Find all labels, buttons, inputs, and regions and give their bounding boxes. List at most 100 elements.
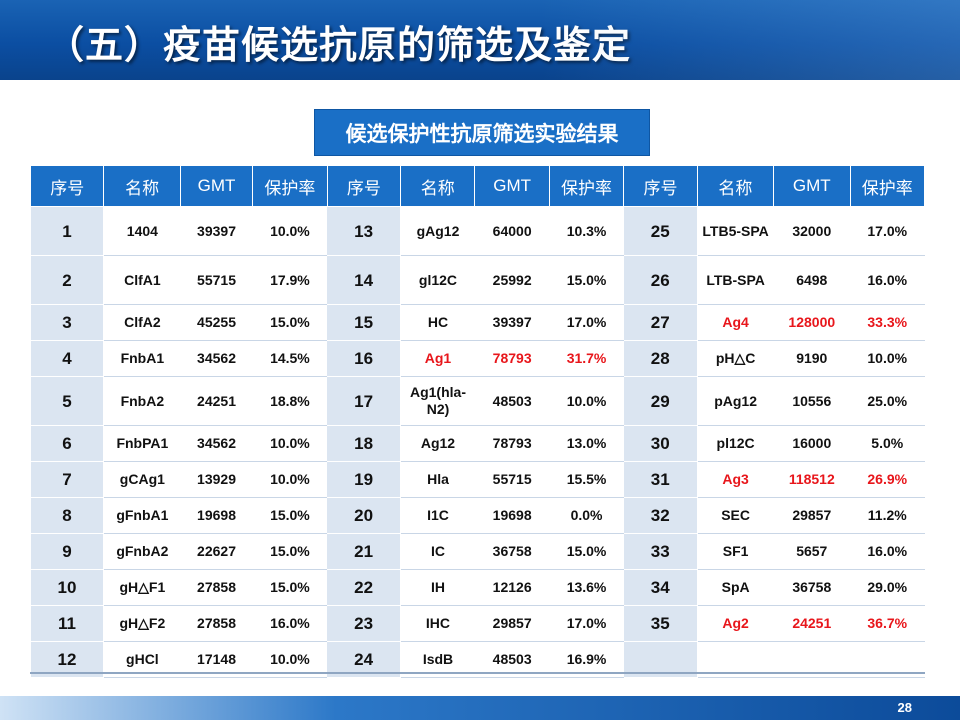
gmt-cell: 17148 xyxy=(180,641,253,678)
gmt-cell xyxy=(773,641,850,678)
index-cell: 9 xyxy=(30,533,105,570)
antigen-name-cell: Ag1 xyxy=(400,340,475,377)
gmt-cell: 24251 xyxy=(773,605,850,642)
index-cell: 28 xyxy=(623,340,698,377)
index-cell: 21 xyxy=(327,533,402,570)
antigen-name-cell: gFnbA2 xyxy=(103,533,181,570)
table-row: 1 1404 39397 10.0% 13 gAg12 64000 10.3% 25 LTB5-S… xyxy=(30,206,925,256)
antigen-name-cell: FnbPA1 xyxy=(103,425,181,462)
protection-rate-cell: 16.0% xyxy=(252,605,328,642)
table-row: 4 FnbA1 34562 14.5% 16 Ag1 78793 31.7% 28 pH△C 919… xyxy=(30,340,925,377)
antigen-name-cell: Ag4 xyxy=(697,304,774,341)
gmt-cell: 78793 xyxy=(474,340,550,377)
table-row: 3 ClfA2 45255 15.0% 15 HC 39397 17.0% 27 Ag4 12800… xyxy=(30,304,925,341)
index-cell: 25 xyxy=(623,206,698,256)
antigen-name-cell xyxy=(697,641,774,678)
gmt-cell: 118512 xyxy=(773,461,850,498)
gmt-cell: 27858 xyxy=(180,569,253,606)
protection-rate-cell: 16.0% xyxy=(850,255,925,305)
antigen-name-cell: FnbA2 xyxy=(103,376,181,426)
index-cell: 20 xyxy=(327,497,402,534)
slide-title: （五）疫苗候选抗原的筛选及鉴定 xyxy=(46,23,632,67)
antigen-name-cell: gFnbA1 xyxy=(103,497,181,534)
index-cell: 29 xyxy=(623,376,698,426)
index-cell: 10 xyxy=(30,569,105,606)
antigen-name-cell: SF1 xyxy=(697,533,774,570)
index-cell: 8 xyxy=(30,497,105,534)
protection-rate-cell: 15.0% xyxy=(549,255,624,305)
protection-rate-cell: 10.3% xyxy=(549,206,624,256)
protection-rate-cell: 11.2% xyxy=(850,497,925,534)
antigen-name-cell: 1404 xyxy=(103,206,181,256)
protection-rate-cell: 15.0% xyxy=(252,497,328,534)
index-cell: 26 xyxy=(623,255,698,305)
column-header: 名称 xyxy=(400,165,476,207)
antigen-name-cell: SpA xyxy=(697,569,774,606)
antigen-name-cell: IH xyxy=(400,569,475,606)
index-cell: 2 xyxy=(30,255,105,305)
protection-rate-cell: 33.3% xyxy=(850,304,925,341)
antigen-name-cell: LTB5-SPA xyxy=(697,206,774,256)
index-cell: 33 xyxy=(623,533,698,570)
table-row: 2 ClfA1 55715 17.9% 14 gl12C 25992 15.0% 26 LTB-S… xyxy=(30,255,925,305)
antigen-name-cell: LTB-SPA xyxy=(697,255,774,305)
gmt-cell: 6498 xyxy=(773,255,850,305)
protection-rate-cell: 17.9% xyxy=(252,255,328,305)
antigen-name-cell: Ag12 xyxy=(400,425,475,462)
protection-rate-cell: 17.0% xyxy=(850,206,925,256)
column-header: 名称 xyxy=(103,165,181,207)
protection-rate-cell: 10.0% xyxy=(850,340,925,377)
antigen-name-cell: IHC xyxy=(400,605,475,642)
antigen-name-cell: IC xyxy=(400,533,475,570)
antigen-name-cell: Hla xyxy=(400,461,475,498)
protection-rate-cell: 15.0% xyxy=(252,533,328,570)
index-cell: 23 xyxy=(327,605,402,642)
antigen-name-cell: Ag2 xyxy=(697,605,774,642)
protection-rate-cell: 29.0% xyxy=(850,569,925,606)
table-row: 8 gFnbA1 19698 15.0% 20 I1C 19698 0.0% 32 SEC 2985… xyxy=(30,497,925,534)
antigen-name-cell: SEC xyxy=(697,497,774,534)
gmt-cell: 5657 xyxy=(773,533,850,570)
index-cell: 19 xyxy=(327,461,402,498)
table-row: 9 gFnbA2 22627 15.0% 21 IC 36758 15.0% 33 SF1 5657… xyxy=(30,533,925,570)
protection-rate-cell: 13.6% xyxy=(549,569,624,606)
column-header: 序号 xyxy=(326,165,402,207)
table-caption: 候选保护性抗原筛选实验结果 xyxy=(314,109,650,156)
gmt-cell: 24251 xyxy=(180,376,253,426)
gmt-cell: 9190 xyxy=(773,340,850,377)
antigen-name-cell: Ag1(hla-N2) xyxy=(400,376,475,426)
antigen-name-cell: pl12C xyxy=(697,425,774,462)
protection-rate-cell xyxy=(850,641,925,678)
index-cell: 14 xyxy=(327,255,402,305)
gmt-cell: 36758 xyxy=(474,533,550,570)
table-row: 11 gH△F2 27858 16.0% 23 IHC 29857 17.0% 35 Ag2 242… xyxy=(30,605,925,642)
column-header: GMT xyxy=(179,165,254,207)
page-number: 28 xyxy=(897,700,912,715)
protection-rate-cell: 15.5% xyxy=(549,461,624,498)
protection-rate-cell: 26.9% xyxy=(850,461,925,498)
table-row: 6 FnbPA1 34562 10.0% 18 Ag12 78793 13.0% 30 pl12C… xyxy=(30,425,925,462)
title-bar: （五）疫苗候选抗原的筛选及鉴定 xyxy=(0,0,960,80)
gmt-cell: 13929 xyxy=(180,461,253,498)
protection-rate-cell: 16.9% xyxy=(549,641,624,678)
gmt-cell: 36758 xyxy=(773,569,850,606)
index-cell: 15 xyxy=(327,304,402,341)
gmt-cell: 25992 xyxy=(474,255,550,305)
index-cell: 34 xyxy=(623,569,698,606)
protection-rate-cell: 31.7% xyxy=(549,340,624,377)
protection-rate-cell: 25.0% xyxy=(850,376,925,426)
index-cell: 4 xyxy=(30,340,105,377)
index-cell: 27 xyxy=(623,304,698,341)
column-header: 保护率 xyxy=(252,165,328,207)
gmt-cell: 22627 xyxy=(180,533,253,570)
protection-rate-cell: 10.0% xyxy=(252,461,328,498)
protection-rate-cell: 5.0% xyxy=(850,425,925,462)
gmt-cell: 29857 xyxy=(474,605,550,642)
index-cell: 3 xyxy=(30,304,105,341)
gmt-cell: 27858 xyxy=(180,605,253,642)
antigen-name-cell: gHCl xyxy=(103,641,181,678)
antigen-name-cell: Ag3 xyxy=(697,461,774,498)
gmt-cell: 19698 xyxy=(180,497,253,534)
index-cell: 22 xyxy=(327,569,402,606)
protection-rate-cell: 15.0% xyxy=(549,533,624,570)
